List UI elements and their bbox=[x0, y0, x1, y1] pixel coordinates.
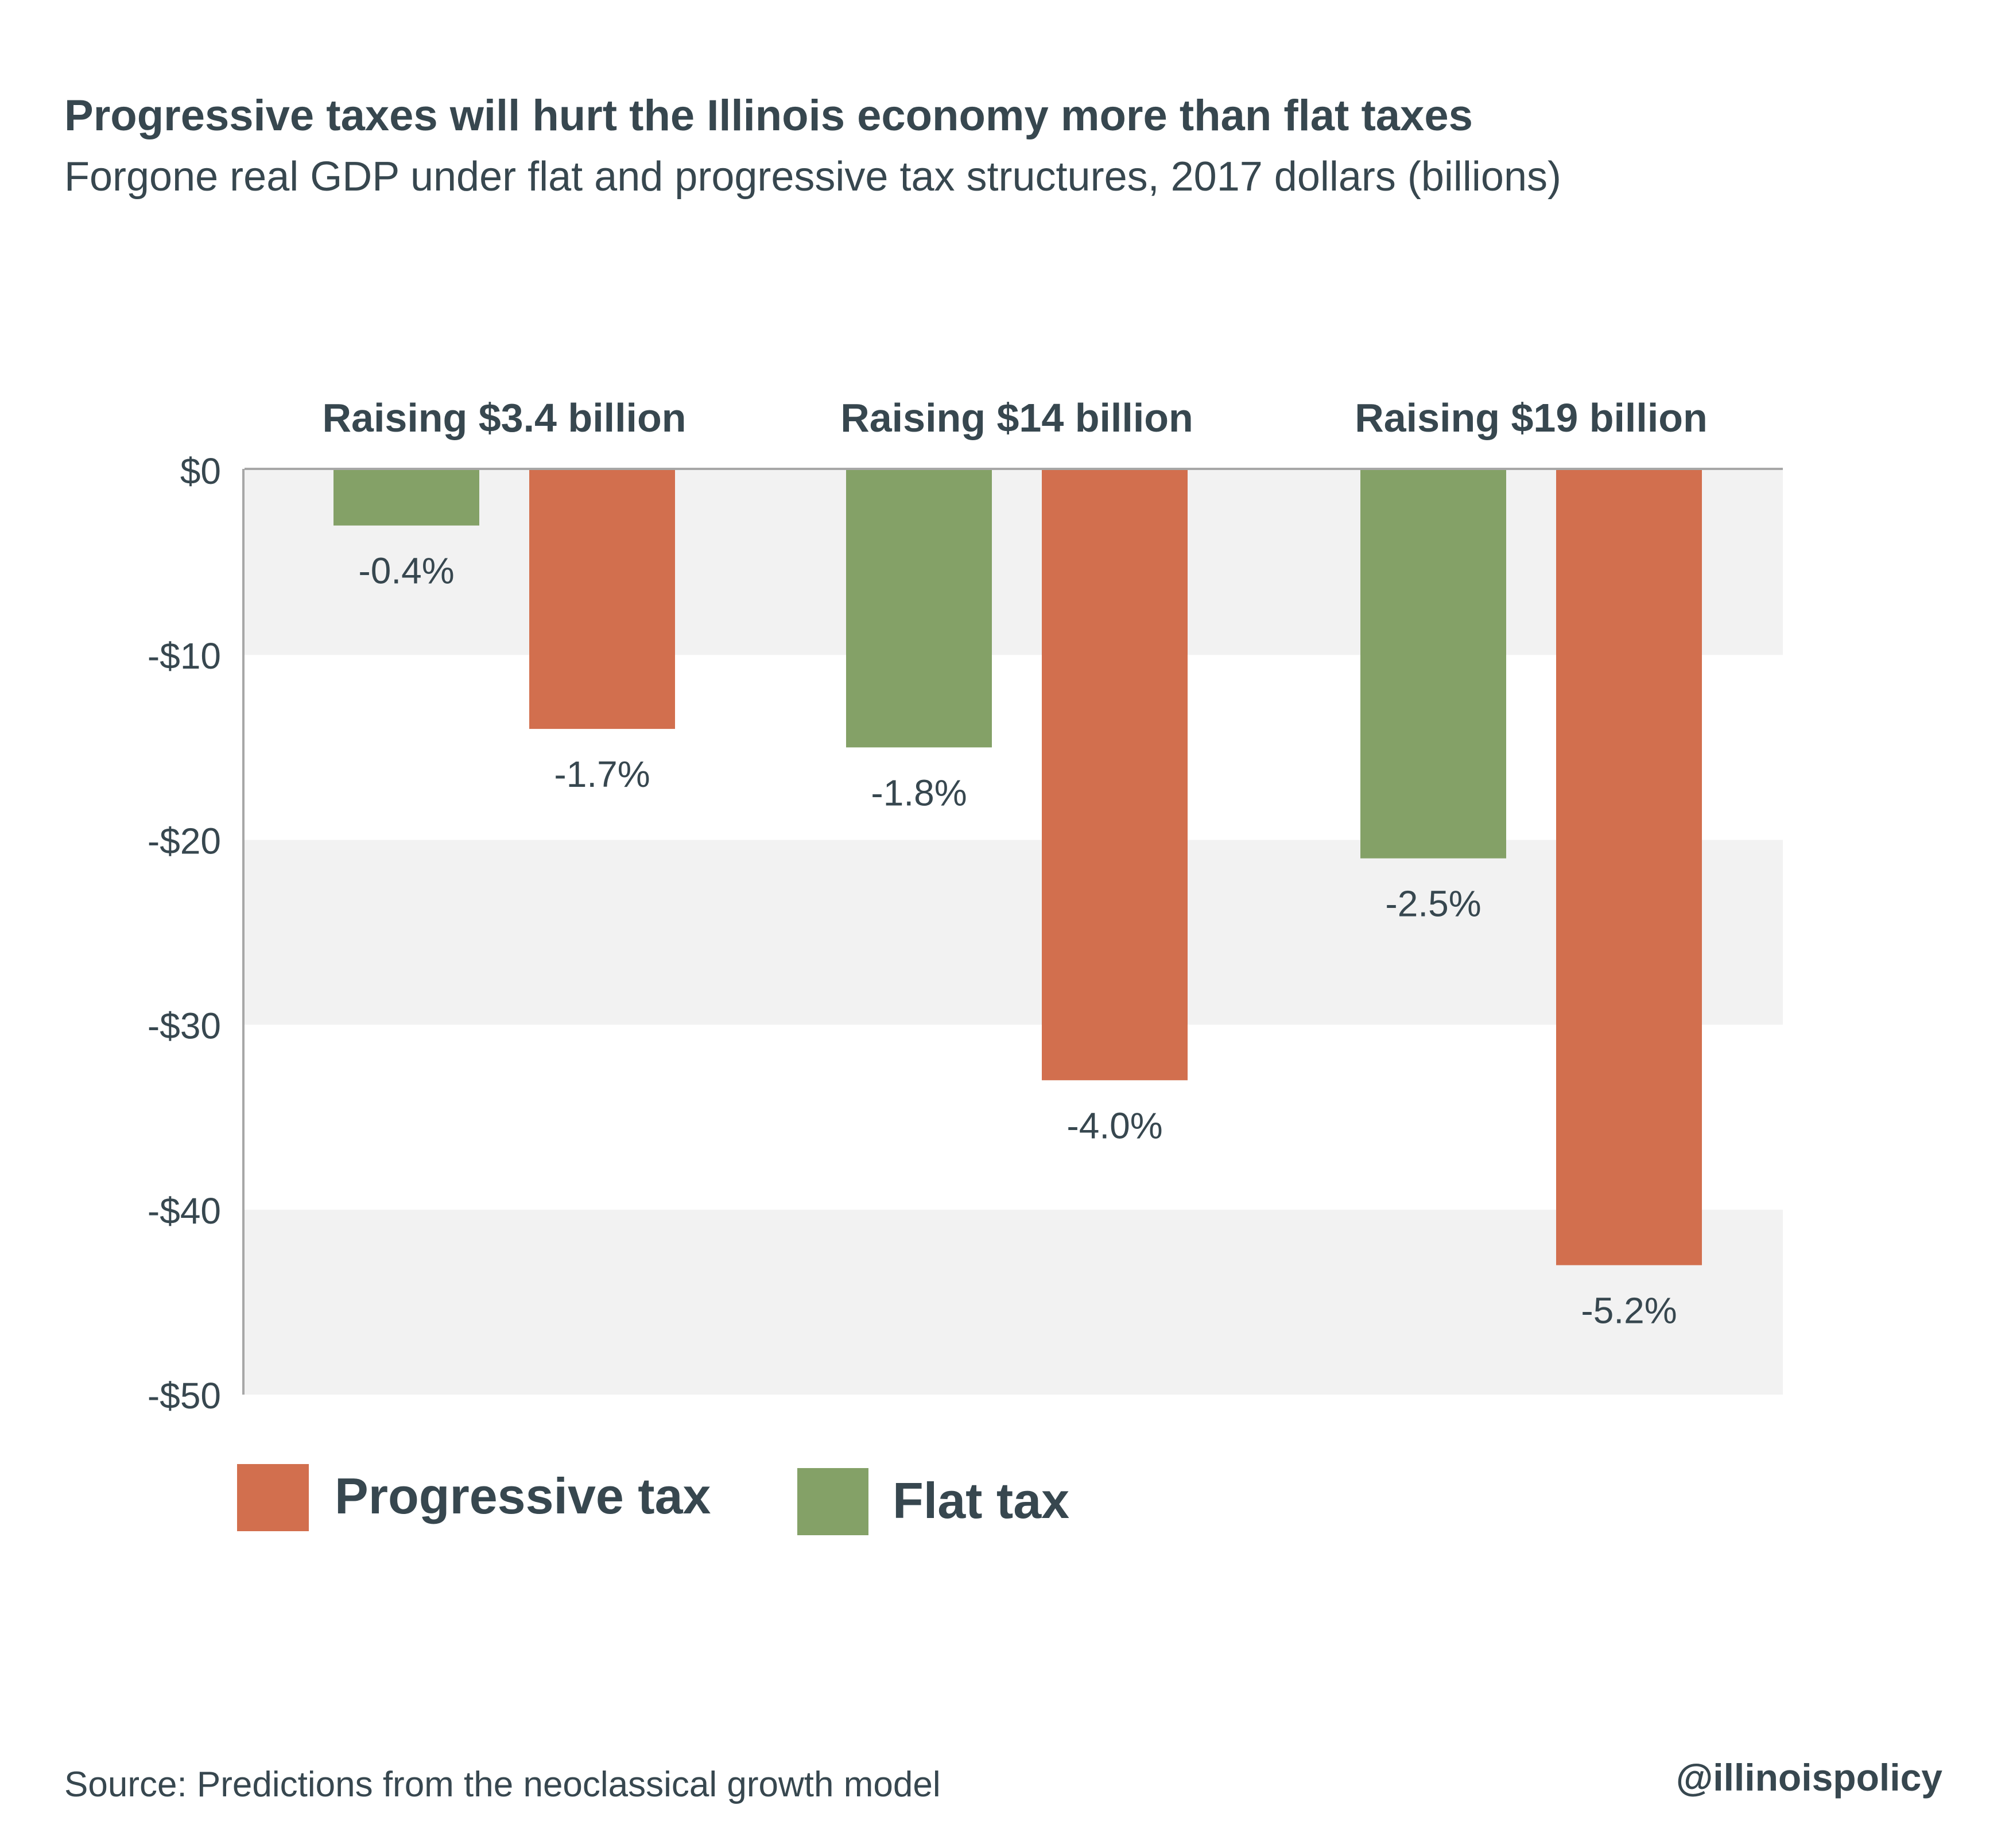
bar-flat bbox=[333, 470, 479, 526]
y-tick-label: -$50 bbox=[148, 1375, 221, 1416]
grid-band bbox=[245, 470, 1783, 655]
legend-swatch-progressive bbox=[237, 1464, 309, 1531]
data-label: -4.0% bbox=[1066, 1105, 1162, 1146]
bar-flat bbox=[846, 470, 992, 748]
bar-progressive bbox=[1556, 470, 1702, 1265]
legend-swatch-flat bbox=[797, 1468, 868, 1535]
y-tick-label: -$40 bbox=[148, 1190, 221, 1232]
legend-label-progressive: Progressive tax bbox=[335, 1467, 711, 1524]
chart-title: Progressive taxes will hurt the Illinois… bbox=[64, 91, 1473, 140]
bar-progressive bbox=[529, 470, 675, 729]
bar-flat bbox=[1360, 470, 1506, 859]
brand-handle: @illinoispolicy bbox=[1676, 1756, 1942, 1799]
y-tick-label: -$10 bbox=[148, 635, 221, 677]
data-label: -1.7% bbox=[554, 754, 650, 795]
chart-subtitle: Forgone real GDP under flat and progress… bbox=[64, 154, 1561, 200]
grid-band bbox=[245, 1209, 1783, 1395]
y-tick-label: $0 bbox=[180, 451, 221, 492]
legend: Progressive tax Flat tax bbox=[237, 1464, 1069, 1535]
legend-label-flat: Flat tax bbox=[893, 1472, 1069, 1529]
category-label: Raising $19 billion bbox=[1355, 395, 1708, 440]
category-label: Raising $14 billion bbox=[840, 395, 1193, 440]
grid-band bbox=[245, 840, 1783, 1025]
category-labels: Raising $3.4 billion Raising $14 billion R… bbox=[322, 395, 1707, 440]
bars: -0.4% -1.7% -1.8% -4.0% -2.5% -5.2% bbox=[333, 470, 1702, 1331]
data-label: -1.8% bbox=[871, 772, 967, 813]
y-tick-label: -$30 bbox=[148, 1005, 221, 1047]
bar-progressive bbox=[1042, 470, 1188, 1081]
y-tick-label: -$20 bbox=[148, 820, 221, 861]
data-label: -5.2% bbox=[1581, 1290, 1677, 1331]
data-label: -2.5% bbox=[1385, 883, 1481, 925]
y-axis-ticks: $0 -$10 -$20 -$30 -$40 -$50 bbox=[148, 451, 221, 1416]
category-label: Raising $3.4 billion bbox=[322, 395, 686, 440]
source-note: Source: Predictions from the neoclassica… bbox=[64, 1765, 941, 1804]
data-label: -0.4% bbox=[358, 550, 454, 592]
background-bands bbox=[245, 470, 1783, 1395]
